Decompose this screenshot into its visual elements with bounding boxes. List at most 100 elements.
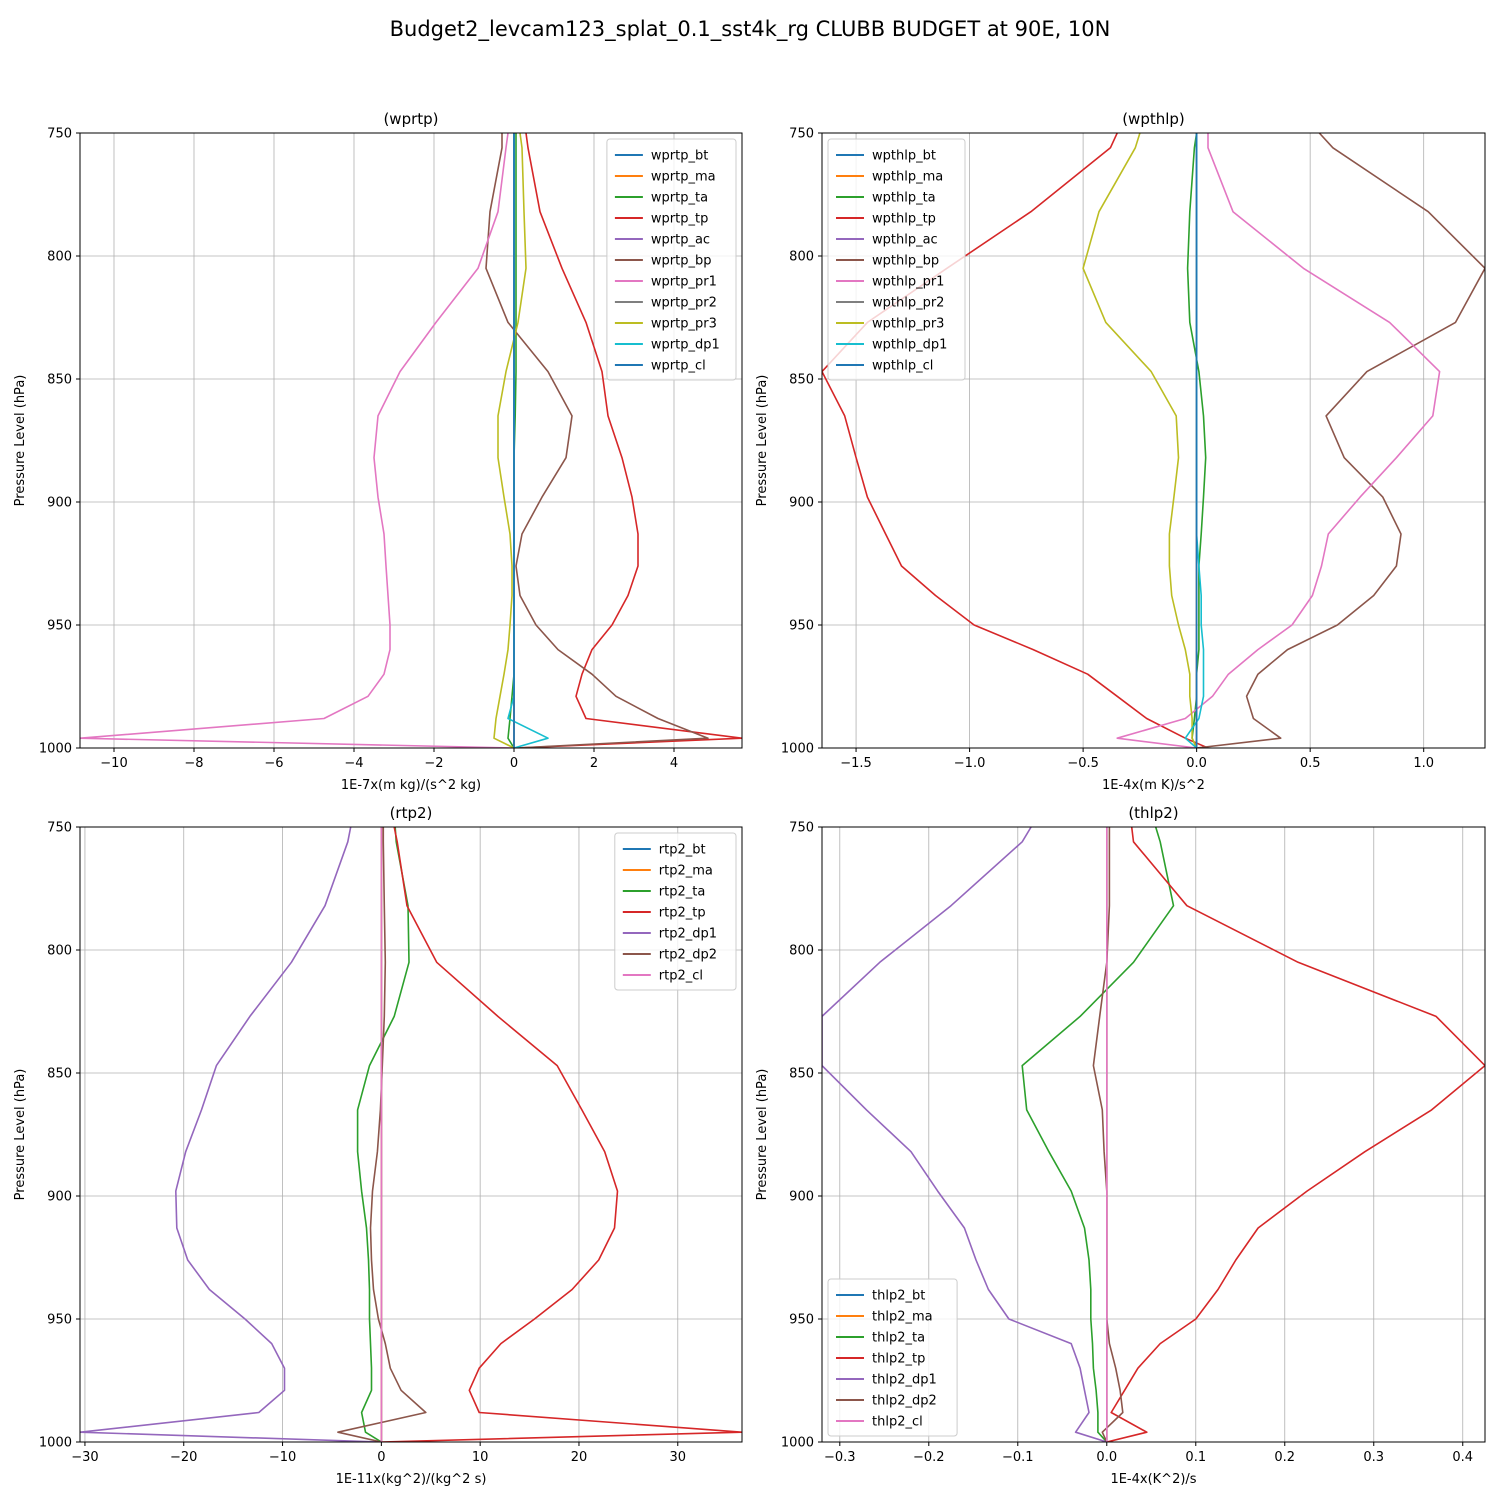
- x-tick-label: 0.3: [1363, 1450, 1384, 1465]
- legend-entry: wprtp_pr2: [651, 296, 717, 311]
- legend-entry: wpthlp_bt: [872, 149, 936, 164]
- panels-group: −10 −8 −6 −4 −2 0 2 47508008509009501000(wprtp)…: [13, 110, 1486, 1487]
- legend-entry: thlp2_tp: [872, 1352, 925, 1367]
- x-tick-label: 0: [377, 1450, 385, 1465]
- legend: rtp2_bt rtp2_ma rtp2_ta rtp2_tp rtp2_dp1 rtp2…: [614, 832, 737, 991]
- panel-wpthlp: −1.5 −1.0 −0.5 0.0 0.5 1.0 750 800 850 900 950 1000…: [755, 110, 1486, 793]
- y-tick-label: 1000: [39, 1436, 72, 1451]
- series-line-wprtp_pr1: [80, 133, 515, 748]
- legend-entry: wpthlp_pr2: [872, 296, 944, 311]
- x-tick-label: 0: [510, 756, 518, 771]
- legend-entry: wprtp_ma: [651, 170, 716, 185]
- legend-entry: wprtp_tp: [651, 212, 708, 227]
- legend-entry: wpthlp_ta: [872, 191, 936, 206]
- legend-entry: rtp2_ma: [659, 864, 713, 879]
- series-line-wprtp_bp: [485, 133, 709, 748]
- x-tick-label: −0.3: [824, 1450, 856, 1465]
- legend-entry: thlp2_dp1: [872, 1373, 937, 1388]
- legend-entry: rtp2_dp2: [659, 948, 717, 963]
- series-line-thlp2_dp1: [822, 827, 1108, 1442]
- series-line-rtp2_dp2: [337, 827, 427, 1442]
- y-tick-label: 950: [789, 619, 814, 634]
- y-tick-label: 750: [47, 821, 72, 836]
- y-tick-label: 900: [47, 1190, 72, 1205]
- panel-wprtp: −10 −8 −6 −4 −2 0 2 4 750 800 850 900 950 1000 (wprtp)…: [13, 110, 743, 793]
- panel-title: (rtp2): [390, 804, 433, 822]
- series-line-wpthlp_pr3: [1082, 133, 1198, 748]
- x-axis-label: 1E-4x(K^2)/s: [1110, 1472, 1196, 1487]
- legend-entry: wprtp_bt: [651, 149, 708, 164]
- legend-entry: rtp2_ta: [659, 885, 706, 900]
- y-tick-label: 850: [47, 1067, 72, 1082]
- series-line-wprtp_pr3: [493, 133, 527, 748]
- y-tick-label: 750: [789, 821, 814, 836]
- y-tick-label: 1000: [39, 742, 72, 757]
- legend-entry: thlp2_bt: [872, 1289, 925, 1304]
- y-tick-label: 850: [789, 1067, 814, 1082]
- legend-entry: wpthlp_tp: [872, 212, 936, 227]
- panel-rtp2: −30 −20 −10 0 10 20 30 750 800 850 900 950 1000 (rtp2…: [13, 804, 743, 1487]
- legend-entry: rtp2_cl: [659, 969, 703, 984]
- y-tick-label: 950: [789, 1313, 814, 1328]
- legend-box: [614, 832, 737, 991]
- y-tick-label: 750: [789, 127, 814, 142]
- x-axis-label: 1E-11x(kg^2)/(kg^2 s): [336, 1472, 487, 1487]
- y-tick-label: 900: [47, 496, 72, 511]
- legend-box: [827, 138, 966, 381]
- x-tick-label: −1.5: [840, 756, 872, 771]
- series-line-thlp2_ta: [1021, 827, 1175, 1442]
- legend-entry: rtp2_bt: [659, 843, 706, 858]
- x-tick-label: 0.5: [1300, 756, 1321, 771]
- panel-title: (wprtp): [383, 110, 438, 128]
- x-tick-label: 0.2: [1274, 1450, 1295, 1465]
- x-tick-label: −10: [100, 756, 127, 771]
- y-tick-label: 900: [789, 1190, 814, 1205]
- y-tick-label: 950: [47, 619, 72, 634]
- series-line-wpthlp_bp: [1196, 133, 1485, 748]
- series-line-rtp2_dp1: [80, 827, 382, 1442]
- y-axis-label: Pressure Level (hPa): [755, 1069, 770, 1201]
- legend-entry: wpthlp_ac: [872, 233, 938, 248]
- x-tick-label: 20: [571, 1450, 588, 1465]
- x-tick-label: −2: [424, 756, 443, 771]
- x-tick-label: −6: [264, 756, 283, 771]
- figure-suptitle: Budget2_levcam123_splat_0.1_sst4k_rg CLU…: [390, 17, 1111, 42]
- x-tick-label: −20: [170, 1450, 197, 1465]
- axes-frame: [821, 826, 1486, 1443]
- legend-entry: thlp2_ta: [872, 1331, 925, 1346]
- legend: wprtp_bt wprtp_ma wprtp_ta wprtp_tp wprtp_ac…: [606, 138, 737, 381]
- legend-entry: wprtp_ta: [651, 191, 708, 206]
- x-axis-label: 1E-4x(m K)/s^2: [1102, 778, 1205, 793]
- series-line-thlp2_tp: [1106, 827, 1485, 1442]
- y-tick-label: 800: [789, 944, 814, 959]
- series-line-wpthlp_pr1: [1116, 133, 1441, 748]
- x-tick-label: 0.4: [1452, 1450, 1473, 1465]
- y-tick-label: 1000: [781, 742, 814, 757]
- y-tick-label: 800: [789, 250, 814, 265]
- y-axis-label: Pressure Level (hPa): [755, 375, 770, 507]
- x-tick-label: −0.5: [1067, 756, 1099, 771]
- y-tick-label: 750: [47, 127, 72, 142]
- y-tick-label: 850: [47, 373, 72, 388]
- y-tick-label: 800: [47, 250, 72, 265]
- x-tick-label: −0.2: [913, 1450, 945, 1465]
- series-group: [80, 133, 742, 748]
- legend: wpthlp_bt wpthlp_ma wpthlp_ta wpthlp_tpwpth…: [827, 138, 966, 381]
- legend-entry: wprtp_cl: [651, 359, 706, 374]
- x-tick-label: 2: [590, 756, 598, 771]
- legend-entry: thlp2_dp2: [872, 1394, 937, 1409]
- legend-entry: wpthlp_dp1: [872, 338, 947, 353]
- x-tick-label: 10: [472, 1450, 489, 1465]
- y-tick-label: 800: [47, 944, 72, 959]
- legend-box: [606, 138, 737, 381]
- y-tick-label: 1000: [781, 1436, 814, 1451]
- series-group: [822, 827, 1485, 1442]
- x-tick-label: 1.0: [1413, 756, 1434, 771]
- y-tick-label: 950: [47, 1313, 72, 1328]
- panel-title: (thlp2): [1128, 804, 1178, 822]
- series-line-rtp2_ta: [356, 827, 410, 1442]
- axes-frame: [821, 132, 1486, 749]
- x-tick-label: −30: [71, 1450, 98, 1465]
- legend-entry: wpthlp_pr3: [872, 317, 944, 332]
- legend-entry: thlp2_ma: [872, 1310, 933, 1325]
